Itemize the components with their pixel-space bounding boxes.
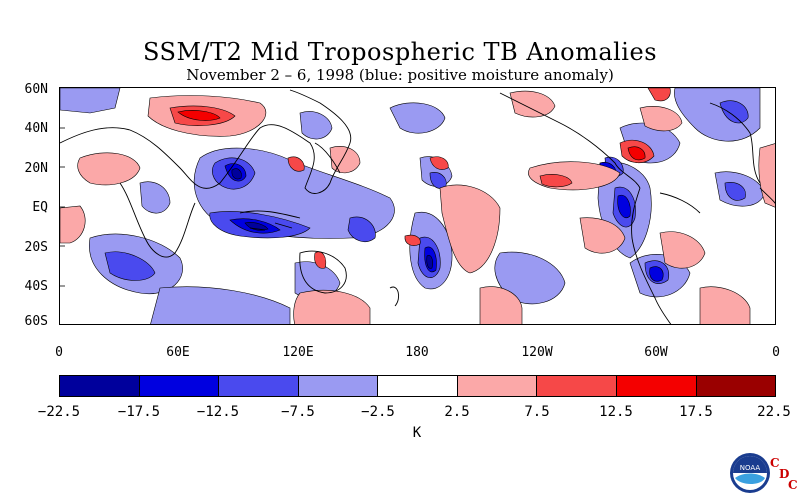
anomaly-map xyxy=(59,87,776,325)
lon-label-120w: 120W xyxy=(521,345,553,360)
cdc-letter-c2: C xyxy=(788,478,798,492)
cdc-letter-c1: C xyxy=(770,456,780,470)
cdc-letter-d: D xyxy=(779,467,790,481)
colorbar-tick-label: −12.5 xyxy=(196,404,240,420)
map-title: SSM/T2 Mid Tropospheric TB Anomalies xyxy=(142,38,658,66)
map-subtitle: November 2 – 6, 1998 (blue: positive moi… xyxy=(186,66,614,84)
lon-label-0-end: 0 xyxy=(772,345,780,360)
lat-label-60s: 60S xyxy=(24,314,48,329)
colorbar-tick-label: 7.5 xyxy=(524,404,550,420)
colorbar-swatch xyxy=(537,376,617,396)
coastlines xyxy=(60,89,775,324)
colorbar-swatch xyxy=(378,376,458,396)
lon-label-120e: 120E xyxy=(282,345,314,360)
colorbar-swatch xyxy=(219,376,299,396)
colorbar-tick-label: 2.5 xyxy=(444,404,470,420)
inner-ticks xyxy=(60,127,65,287)
lat-label-20n: 20N xyxy=(24,161,48,176)
anomaly-patches xyxy=(60,88,775,324)
colorbar xyxy=(59,375,776,397)
colorbar-tick-label: 17.5 xyxy=(679,404,713,420)
colorbar-swatch xyxy=(139,376,220,396)
lat-label-20s: 20S xyxy=(24,240,48,255)
colorbar-tick-label: 12.5 xyxy=(599,404,633,420)
anomaly-map-canvas xyxy=(60,88,775,324)
lon-label-60w: 60W xyxy=(644,345,668,360)
colorbar-tick-label: 22.5 xyxy=(757,404,791,420)
lon-label-180: 180 xyxy=(405,345,429,360)
colorbar-tick-label: −7.5 xyxy=(281,404,315,420)
colorbar-tick-label: −2.5 xyxy=(361,404,395,420)
noaa-logo-icon: NOAA xyxy=(730,453,770,493)
colorbar-swatch xyxy=(616,376,697,396)
colorbar-swatch xyxy=(60,376,140,396)
colorbar-swatch xyxy=(696,376,776,396)
colorbar-tick-label: −22.5 xyxy=(37,404,81,420)
colorbar-swatch xyxy=(457,376,538,396)
lat-label-eq: EQ xyxy=(32,200,48,215)
lat-label-60n: 60N xyxy=(24,82,48,97)
lon-label-0: 0 xyxy=(55,345,63,360)
lat-label-40s: 40S xyxy=(24,279,48,294)
colorbar-tick-label: −17.5 xyxy=(117,404,161,420)
colorbar-swatch xyxy=(298,376,379,396)
noaa-logo-text: NOAA xyxy=(740,464,761,472)
lon-label-60e: 60E xyxy=(166,345,190,360)
colorbar-unit-label: K xyxy=(412,425,422,441)
lat-label-40n: 40N xyxy=(24,121,48,136)
